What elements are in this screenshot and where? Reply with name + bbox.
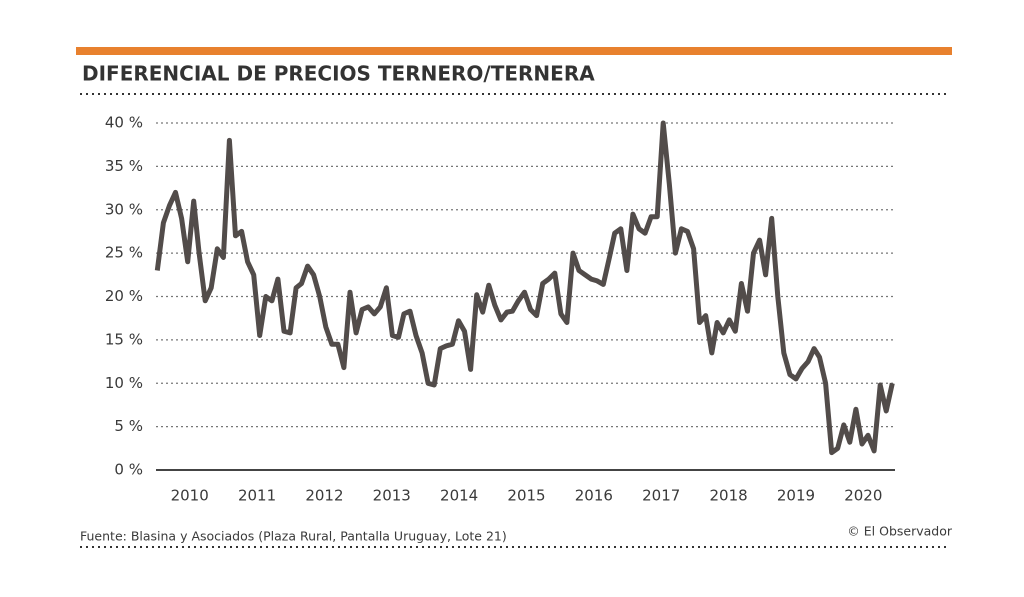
y-tick-label: 30 % [105,200,143,218]
x-tick-label: 2017 [642,487,680,505]
x-tick-label: 2010 [171,487,209,505]
y-tick-label: 25 % [105,244,143,262]
x-tick-label: 2013 [373,487,411,505]
x-tick-label: 2014 [440,487,478,505]
x-tick-label: 2018 [709,487,747,505]
y-tick-label: 35 % [105,157,143,175]
y-tick-label: 40 % [105,114,143,132]
header-bar [76,47,952,55]
source: Fuente: Blasina y Asociados (Plaza Rural… [80,529,507,544]
x-tick-label: 2019 [777,487,815,505]
x-tick-label: 2015 [507,487,545,505]
credit: © El Observador [847,524,953,539]
y-tick-label: 5 % [114,417,143,435]
y-tick-label: 0 % [114,461,143,479]
x-tick-label: 2012 [305,487,343,505]
y-tick-label: 15 % [105,330,143,348]
data-line [154,120,895,456]
x-tick-label: 2016 [575,487,613,505]
chart-title: DIFERENCIAL DE PRECIOS TERNERO/TERNERA [82,62,595,86]
y-tick-label: 10 % [105,374,143,392]
x-tick-label: 2020 [844,487,882,505]
x-tick-label: 2011 [238,487,276,505]
y-tick-label: 20 % [105,287,143,305]
